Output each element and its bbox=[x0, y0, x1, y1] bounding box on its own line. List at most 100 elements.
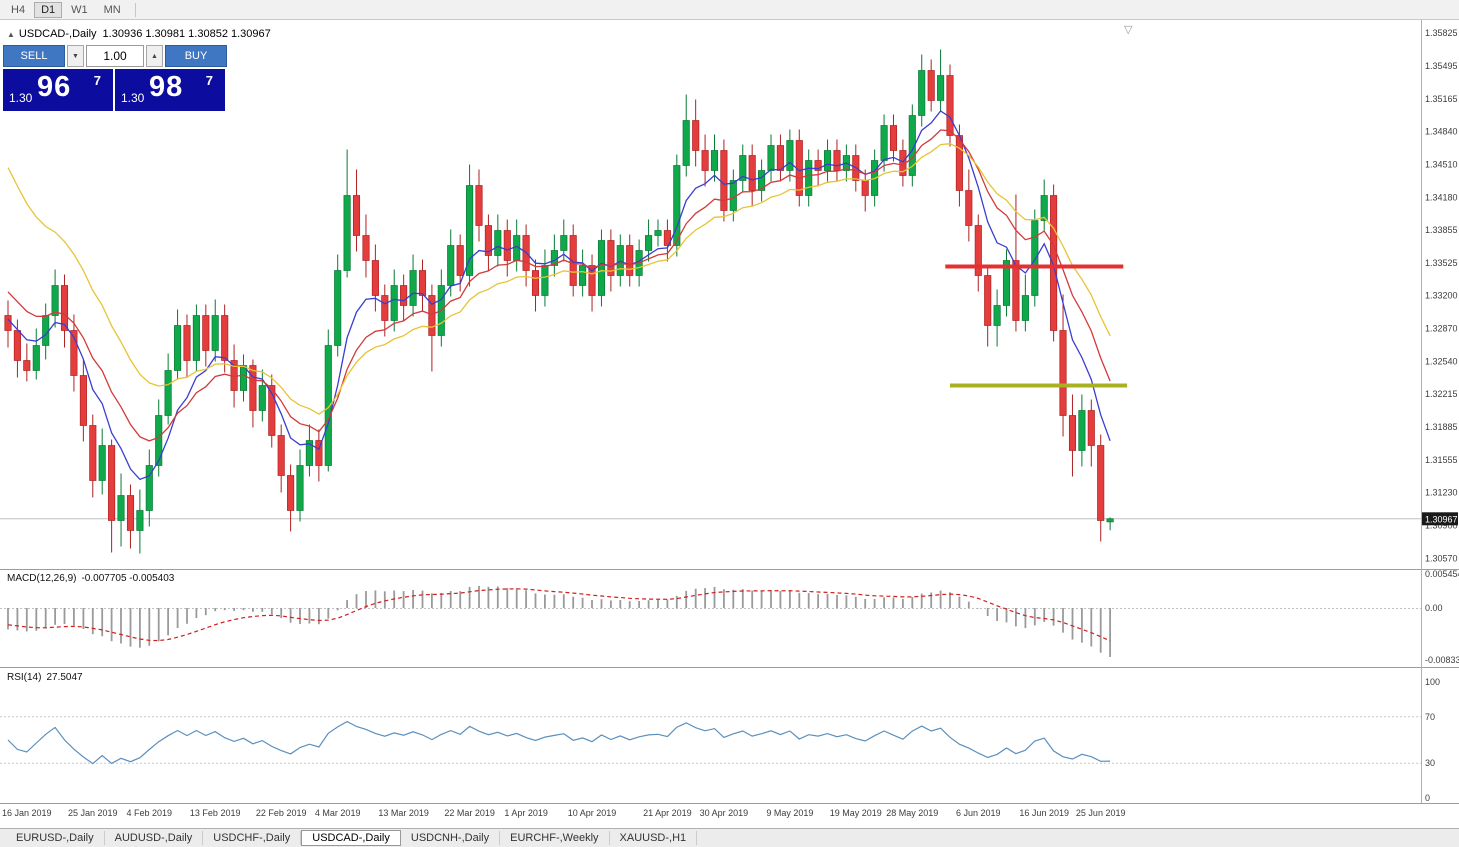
one-click-trading-panel: SELL ▼ ▲ BUY 1.30 96 7 1.30 98 7 bbox=[3, 45, 227, 111]
candle-body bbox=[626, 245, 634, 276]
sell-price-prefix: 1.30 bbox=[9, 91, 33, 105]
timeframe-button-w1[interactable]: W1 bbox=[71, 3, 88, 16]
candle-body bbox=[833, 150, 841, 171]
candle-body bbox=[889, 125, 898, 151]
candle-body bbox=[1031, 220, 1039, 296]
price-scale[interactable] bbox=[1421, 20, 1459, 803]
candle-body bbox=[1106, 518, 1114, 523]
candle-body bbox=[409, 270, 417, 306]
candle-body bbox=[447, 245, 455, 286]
moving-average-line-7 bbox=[7, 110, 1111, 481]
candle-body bbox=[1021, 295, 1029, 321]
candle-body bbox=[70, 330, 78, 376]
date-axis-label: 22 Feb 2019 bbox=[256, 808, 307, 818]
toolbar-divider bbox=[134, 2, 136, 17]
candle-body bbox=[720, 150, 728, 211]
symbol-tab-usdcad[interactable]: USDCAD-,Daily bbox=[301, 830, 401, 846]
date-axis-label: 16 Jun 2019 bbox=[1019, 808, 1069, 818]
buy-price-display[interactable]: 1.30 98 7 bbox=[115, 69, 225, 111]
buy-price-pip-digit: 7 bbox=[205, 73, 213, 88]
candle-body bbox=[494, 230, 502, 256]
candle-body bbox=[4, 315, 12, 331]
buy-button[interactable]: BUY bbox=[165, 45, 227, 67]
chart-area: 1.35825 1.35495 1.35165 1.34840 1.34510 1.341… bbox=[0, 20, 1459, 828]
date-axis-label: 6 Jun 2019 bbox=[956, 808, 1001, 818]
volume-input[interactable] bbox=[86, 45, 144, 67]
price-tick-label: 1.35165 bbox=[1425, 94, 1458, 104]
candle-body bbox=[569, 235, 577, 286]
date-axis-label: 30 Apr 2019 bbox=[700, 808, 749, 818]
symbol-tab-usdchf[interactable]: USDCHF-,Daily bbox=[203, 831, 302, 845]
symbol-tab-eurusd[interactable]: EURUSD-,Daily bbox=[6, 831, 105, 845]
rsi-scale-label: 30 bbox=[1425, 758, 1435, 768]
chart-title: ▲ USDCAD-,Daily 1.30936 1.30981 1.30852 1.… bbox=[7, 28, 271, 40]
candle-body bbox=[32, 345, 40, 371]
autoscroll-marker-icon[interactable]: ▽ bbox=[1124, 24, 1133, 36]
candle-body bbox=[42, 315, 50, 346]
candle-body bbox=[946, 75, 954, 136]
candle-body bbox=[1040, 195, 1048, 221]
candle-body bbox=[352, 195, 361, 236]
candle-body bbox=[579, 265, 587, 286]
candle-body bbox=[748, 155, 756, 191]
candle-body bbox=[1097, 445, 1105, 521]
candle-body bbox=[249, 365, 257, 411]
symbol-tab-usdcnh[interactable]: USDCNH-,Daily bbox=[401, 831, 501, 845]
candle-body bbox=[202, 315, 210, 351]
candle-body bbox=[126, 495, 135, 531]
price-tick-label: 1.32215 bbox=[1425, 389, 1458, 399]
date-axis-label: 25 Jun 2019 bbox=[1076, 808, 1126, 818]
candle-body bbox=[531, 270, 540, 296]
chart-symbol-period: USDCAD-,Daily bbox=[18, 28, 97, 40]
candle-body bbox=[984, 275, 992, 326]
sell-price-display[interactable]: 1.30 96 7 bbox=[3, 69, 113, 111]
macd-signal-line bbox=[7, 588, 1111, 642]
price-tick-label: 1.33855 bbox=[1425, 225, 1458, 235]
chart-canvas[interactable]: 1.35825 1.35495 1.35165 1.34840 1.34510 1.341… bbox=[0, 20, 1459, 828]
date-axis-label: 10 Apr 2019 bbox=[568, 808, 617, 818]
candle-body bbox=[390, 285, 398, 321]
candle-body bbox=[1087, 410, 1095, 446]
moving-average-line-13 bbox=[7, 129, 1111, 442]
price-tick-label: 1.30900 bbox=[1425, 521, 1458, 531]
candle-body bbox=[174, 325, 182, 371]
sell-button[interactable]: SELL bbox=[3, 45, 65, 67]
date-axis-label: 4 Mar 2019 bbox=[315, 808, 361, 818]
candle-body bbox=[258, 385, 266, 411]
candle-body bbox=[1068, 415, 1077, 451]
candle-body bbox=[663, 230, 671, 246]
volume-decrease-button[interactable]: ▼ bbox=[67, 45, 84, 67]
candle-body bbox=[13, 330, 21, 361]
time-axis[interactable] bbox=[0, 804, 1421, 828]
buy-price-big-digits: 98 bbox=[149, 71, 184, 103]
price-tick-label: 1.34180 bbox=[1425, 193, 1458, 203]
candle-body bbox=[98, 445, 106, 481]
timeframe-button-mn[interactable]: MN bbox=[103, 3, 121, 16]
candle-body bbox=[60, 285, 69, 331]
timeframe-button-h4[interactable]: H4 bbox=[11, 3, 26, 16]
candle-body bbox=[993, 305, 1001, 326]
candle-body bbox=[560, 235, 568, 251]
rsi-line bbox=[7, 720, 1111, 765]
candle-body bbox=[268, 385, 276, 436]
date-axis-label: 13 Feb 2019 bbox=[190, 808, 241, 818]
price-tick-label: 1.31885 bbox=[1425, 422, 1458, 432]
candle-body bbox=[823, 150, 832, 171]
candle-body bbox=[145, 465, 153, 511]
rsi-value: 27.5047 bbox=[46, 672, 83, 683]
volume-increase-button[interactable]: ▲ bbox=[146, 45, 163, 67]
symbol-tab-eurchf[interactable]: EURCHF-,Weekly bbox=[500, 831, 610, 845]
candle-body bbox=[400, 285, 408, 306]
timeframe-button-d1[interactable]: D1 bbox=[34, 1, 63, 18]
symbol-tab-xauusd[interactable]: XAUUSD-,H1 bbox=[610, 831, 698, 845]
symbol-tab-audusd[interactable]: AUDUSD-,Daily bbox=[105, 831, 204, 845]
sell-price-pip-digit: 7 bbox=[93, 73, 101, 88]
candle-body bbox=[51, 285, 59, 316]
date-axis-label: 25 Jan 2019 bbox=[68, 808, 118, 818]
date-axis-label: 22 Mar 2019 bbox=[444, 808, 495, 818]
candle-body bbox=[607, 240, 615, 276]
candle-body bbox=[315, 440, 323, 466]
date-axis-label: 19 May 2019 bbox=[830, 808, 882, 818]
date-axis-label: 1 Apr 2019 bbox=[504, 808, 548, 818]
candle-body bbox=[880, 125, 888, 161]
